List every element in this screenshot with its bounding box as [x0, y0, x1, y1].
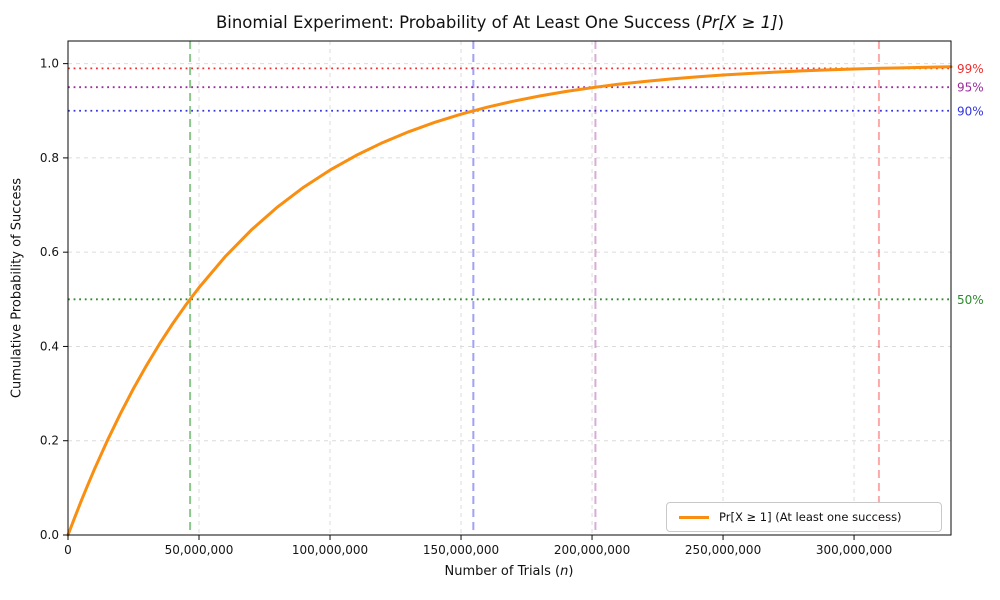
axes-box — [67, 40, 952, 536]
y-tick-label: 0.6 — [40, 245, 59, 259]
y-axis-label: Cumulative Probability of Success — [9, 177, 25, 399]
legend-line-swatch — [679, 515, 709, 519]
x-tick-label: 100,000,000 — [292, 543, 368, 557]
y-tick-label: 0.8 — [40, 151, 59, 165]
legend: Pr[X ≥ 1] (At least one success) — [666, 502, 942, 532]
x-axis-label-close: ) — [568, 564, 574, 579]
chart-title-close: ) — [777, 13, 785, 32]
x-tick-label: 50,000,000 — [165, 543, 234, 557]
x-axis-label-text: Number of Trials ( — [444, 564, 561, 579]
x-tick-label: 0 — [64, 543, 72, 557]
x-tick-label: 200,000,000 — [554, 543, 630, 557]
x-axis-label: Number of Trials (n) — [445, 564, 574, 579]
y-tick-label: 0.2 — [40, 434, 59, 448]
x-tick-label: 250,000,000 — [685, 543, 761, 557]
threshold-label-90%: 90% — [957, 104, 984, 118]
chart-title-math: Pr[X ≥ 1] — [701, 13, 778, 32]
y-tick-label: 1.0 — [40, 57, 59, 71]
x-tick-label: 300,000,000 — [816, 543, 892, 557]
chart-title-text: Binomial Experiment: Probability of At L… — [215, 13, 702, 32]
threshold-label-50%: 50% — [957, 293, 984, 307]
y-tick-label: 0.4 — [40, 339, 59, 353]
series-curve — [66, 65, 953, 537]
x-axis-label-var: n — [560, 564, 569, 579]
threshold-label-99%: 99% — [957, 62, 984, 76]
y-tick-label: 0.0 — [40, 528, 59, 542]
legend-label: Pr[X ≥ 1] (At least one success) — [719, 510, 902, 524]
threshold-label-95%: 95% — [957, 81, 984, 95]
chart-title: Binomial Experiment: Probability of At L… — [0, 13, 1000, 32]
x-tick-label: 150,000,000 — [423, 543, 499, 557]
